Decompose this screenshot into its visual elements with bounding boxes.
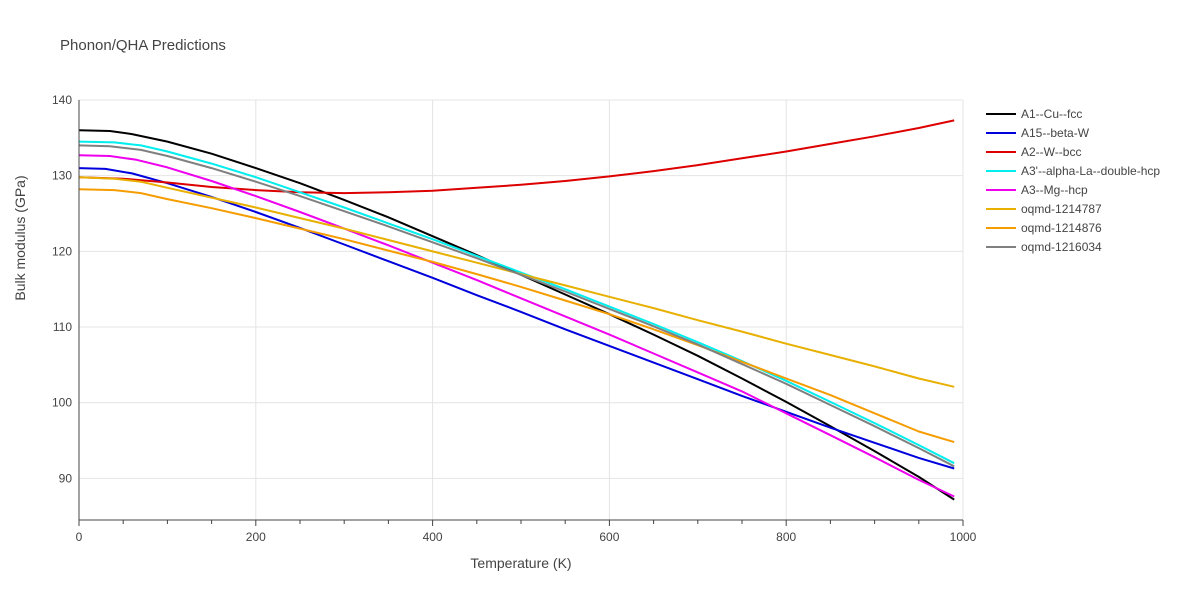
series-line-oqmd-1214787[interactable] bbox=[78, 176, 955, 388]
legend-label: oqmd-1214876 bbox=[1021, 221, 1102, 235]
series-line-A3--Mg--hcp[interactable] bbox=[78, 154, 955, 498]
series-line-oqmd-1216034[interactable] bbox=[78, 144, 955, 468]
y-tick-label: 140 bbox=[52, 93, 72, 107]
grid bbox=[79, 99, 964, 520]
y-axis-title: Bulk modulus (GPa) bbox=[12, 175, 28, 300]
x-tick-label: 400 bbox=[423, 530, 443, 544]
legend-item[interactable]: oqmd-1214876 bbox=[986, 221, 1102, 235]
x-tick-label: 0 bbox=[76, 530, 83, 544]
legend-label: A3--Mg--hcp bbox=[1021, 183, 1088, 197]
chart-title: Phonon/QHA Predictions bbox=[60, 37, 226, 54]
legend[interactable]: A1--Cu--fcc A15--beta-W A2--W--bcc A3'--alp… bbox=[986, 107, 1160, 254]
legend-item[interactable]: A1--Cu--fcc bbox=[986, 107, 1082, 121]
series-line-A3'--alpha-La--double-hcp[interactable] bbox=[78, 140, 955, 465]
legend-label: A15--beta-W bbox=[1021, 126, 1090, 140]
legend-item[interactable]: A3'--alpha-La--double-hcp bbox=[986, 164, 1160, 178]
legend-item[interactable]: oqmd-1216034 bbox=[986, 240, 1102, 254]
legend-label: A1--Cu--fcc bbox=[1021, 107, 1082, 121]
legend-label: A2--W--bcc bbox=[1021, 145, 1081, 159]
y-tick-label: 110 bbox=[53, 320, 72, 334]
x-tick-label: 200 bbox=[246, 530, 266, 544]
legend-label: oqmd-1216034 bbox=[1021, 240, 1102, 254]
x-axis-title: Temperature (K) bbox=[470, 555, 571, 571]
y-tick-label: 100 bbox=[52, 396, 72, 410]
legend-label: A3'--alpha-La--double-hcp bbox=[1021, 164, 1160, 178]
series-line-A15--beta-W[interactable] bbox=[78, 167, 955, 470]
series-line-oqmd-1214876[interactable] bbox=[78, 188, 955, 444]
x-tick-label: 800 bbox=[776, 530, 796, 544]
legend-label: oqmd-1214787 bbox=[1021, 202, 1102, 216]
series-line-A2--W--bcc[interactable] bbox=[78, 119, 955, 195]
y-tick-label: 120 bbox=[52, 244, 72, 258]
legend-item[interactable]: A3--Mg--hcp bbox=[986, 183, 1088, 197]
x-tick-label: 600 bbox=[599, 530, 619, 544]
x-tick-label: 1000 bbox=[950, 530, 977, 544]
y-tick-label: 130 bbox=[52, 169, 72, 183]
legend-item[interactable]: A2--W--bcc bbox=[986, 145, 1081, 159]
series-lines bbox=[78, 119, 955, 501]
y-tick-label: 90 bbox=[59, 471, 73, 485]
legend-item[interactable]: oqmd-1214787 bbox=[986, 202, 1102, 216]
legend-item[interactable]: A15--beta-W bbox=[986, 126, 1090, 140]
tick-labels: 0 200 400 600 800 1000 90 100 110 120 130 140 bbox=[52, 93, 977, 544]
